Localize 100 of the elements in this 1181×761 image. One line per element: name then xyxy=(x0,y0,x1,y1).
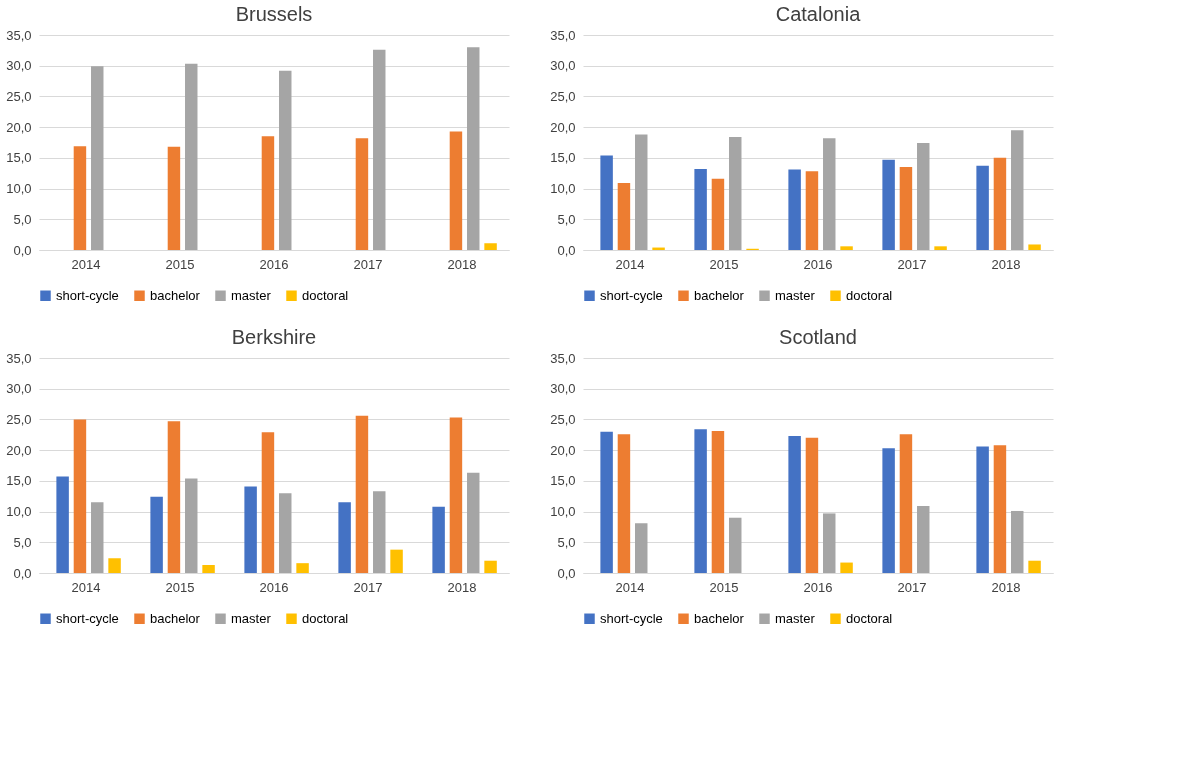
bar xyxy=(390,549,403,573)
bar xyxy=(244,486,257,573)
bar xyxy=(467,47,480,250)
bar xyxy=(261,136,275,250)
bar xyxy=(729,136,742,250)
bar xyxy=(484,243,497,250)
x-tick-label: 2017 xyxy=(353,256,383,272)
bar xyxy=(150,496,163,573)
bar xyxy=(1028,560,1041,573)
bar xyxy=(823,138,836,250)
bar xyxy=(788,436,801,573)
x-tick-label: 2015 xyxy=(709,579,739,595)
x-tick-label: 2016 xyxy=(259,579,289,595)
y-tick-label: 25,0 xyxy=(6,88,32,104)
bar xyxy=(600,155,613,250)
bar xyxy=(635,523,648,573)
y-tick-label: 35,0 xyxy=(550,350,576,366)
bar xyxy=(729,517,742,573)
y-tick-label: 25,0 xyxy=(6,411,32,427)
chart-title: Scotland xyxy=(779,326,857,348)
legend-label: bachelor xyxy=(150,287,201,303)
bar xyxy=(432,506,445,573)
bar xyxy=(694,168,707,250)
bar xyxy=(1011,510,1024,573)
y-tick-label: 35,0 xyxy=(6,27,32,43)
y-tick-label: 20,0 xyxy=(550,119,576,135)
bar xyxy=(635,134,648,250)
bar xyxy=(993,445,1007,573)
x-tick-label: 2017 xyxy=(897,579,927,595)
bar xyxy=(355,138,369,250)
bar xyxy=(600,431,613,573)
bar xyxy=(694,429,707,573)
bar xyxy=(788,169,801,250)
bar xyxy=(840,246,853,250)
bar xyxy=(373,491,386,573)
legend-label: doctoral xyxy=(846,610,893,626)
bar xyxy=(823,513,836,573)
x-tick-label: 2016 xyxy=(803,256,833,272)
bar xyxy=(1028,244,1041,250)
x-tick-label: 2015 xyxy=(165,579,195,595)
bar xyxy=(993,157,1007,250)
x-tick-label: 2017 xyxy=(353,579,383,595)
bar xyxy=(976,446,989,573)
bar xyxy=(338,502,351,573)
legend-label: short-cycle xyxy=(600,287,663,303)
bar xyxy=(449,131,463,250)
bar xyxy=(917,143,930,250)
legend-label: master xyxy=(231,610,272,626)
bar xyxy=(91,66,104,250)
chart-title: Brussels xyxy=(235,3,313,25)
y-tick-label: 20,0 xyxy=(6,119,32,135)
x-tick-label: 2016 xyxy=(259,256,289,272)
bar xyxy=(617,183,631,250)
bar xyxy=(261,432,275,573)
y-tick-label: 30,0 xyxy=(550,58,576,74)
y-tick-label: 10,0 xyxy=(6,181,32,197)
y-tick-label: 25,0 xyxy=(550,411,576,427)
x-tick-label: 2014 xyxy=(615,256,645,272)
x-tick-label: 2018 xyxy=(991,256,1021,272)
y-tick-label: 10,0 xyxy=(550,504,576,520)
x-tick-label: 2018 xyxy=(447,256,477,272)
legend-label: master xyxy=(231,287,272,303)
x-tick-label: 2015 xyxy=(165,256,195,272)
bar xyxy=(167,146,181,250)
y-tick-label: 20,0 xyxy=(550,442,576,458)
legend-label: bachelor xyxy=(150,610,201,626)
y-tick-label: 15,0 xyxy=(6,473,32,489)
bar xyxy=(840,562,853,573)
bar xyxy=(73,146,87,250)
bar xyxy=(373,49,386,250)
y-tick-label: 20,0 xyxy=(6,442,32,458)
bar xyxy=(167,421,181,573)
bar xyxy=(882,448,895,573)
bar xyxy=(73,419,87,573)
bar xyxy=(185,63,198,250)
bar xyxy=(899,167,913,250)
x-tick-label: 2017 xyxy=(897,256,927,272)
legend-label: master xyxy=(775,610,816,626)
bar xyxy=(484,560,497,573)
bar xyxy=(467,472,480,573)
y-tick-label: 30,0 xyxy=(6,381,32,397)
bar xyxy=(805,171,819,250)
y-tick-label: 0,0 xyxy=(557,565,576,581)
legend-label: short-cycle xyxy=(56,287,119,303)
bar xyxy=(711,178,725,250)
bar xyxy=(91,502,104,573)
bar xyxy=(805,437,819,573)
x-tick-label: 2014 xyxy=(71,579,101,595)
legend-label: bachelor xyxy=(694,610,745,626)
y-tick-label: 10,0 xyxy=(6,504,32,520)
y-tick-label: 0,0 xyxy=(13,242,32,258)
legend-label: doctoral xyxy=(302,287,349,303)
legend-label: doctoral xyxy=(302,610,349,626)
y-tick-label: 15,0 xyxy=(550,473,576,489)
y-tick-label: 35,0 xyxy=(550,27,576,43)
chart-title: Catalonia xyxy=(775,3,862,25)
bar xyxy=(976,165,989,250)
bar xyxy=(279,70,292,250)
y-tick-label: 5,0 xyxy=(13,534,32,550)
bar xyxy=(882,159,895,250)
